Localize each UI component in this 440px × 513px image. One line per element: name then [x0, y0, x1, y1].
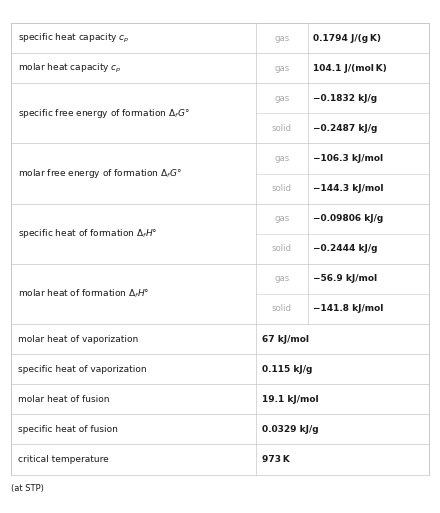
Text: specific heat of formation $\Delta_f H$°: specific heat of formation $\Delta_f H$°	[18, 227, 157, 240]
Text: critical temperature: critical temperature	[18, 455, 108, 464]
Text: −106.3 kJ/mol: −106.3 kJ/mol	[313, 154, 383, 163]
Text: gas: gas	[274, 94, 289, 103]
Text: solid: solid	[271, 124, 292, 133]
Text: solid: solid	[271, 184, 292, 193]
Text: molar heat of fusion: molar heat of fusion	[18, 395, 109, 404]
Text: 0.115 kJ/g: 0.115 kJ/g	[262, 365, 312, 373]
Text: specific heat of fusion: specific heat of fusion	[18, 425, 117, 434]
Text: 104.1 J/(mol K): 104.1 J/(mol K)	[313, 64, 387, 73]
Text: solid: solid	[271, 305, 292, 313]
Text: −0.2487 kJ/g: −0.2487 kJ/g	[313, 124, 378, 133]
Text: molar heat of vaporization: molar heat of vaporization	[18, 334, 138, 344]
Text: 19.1 kJ/mol: 19.1 kJ/mol	[262, 395, 319, 404]
Text: gas: gas	[274, 34, 289, 43]
Text: molar heat capacity $c_p$: molar heat capacity $c_p$	[18, 62, 121, 75]
Text: 0.1794 J/(g K): 0.1794 J/(g K)	[313, 34, 381, 43]
Text: 0.0329 kJ/g: 0.0329 kJ/g	[262, 425, 319, 434]
Text: gas: gas	[274, 274, 289, 283]
Text: solid: solid	[271, 244, 292, 253]
Text: molar heat of formation $\Delta_f H$°: molar heat of formation $\Delta_f H$°	[18, 288, 149, 300]
Text: 973 K: 973 K	[262, 455, 290, 464]
Text: −0.1832 kJ/g: −0.1832 kJ/g	[313, 94, 377, 103]
Text: −141.8 kJ/mol: −141.8 kJ/mol	[313, 305, 383, 313]
Text: −56.9 kJ/mol: −56.9 kJ/mol	[313, 274, 377, 283]
Text: gas: gas	[274, 64, 289, 73]
Text: gas: gas	[274, 214, 289, 223]
Text: specific free energy of formation $\Delta_f G$°: specific free energy of formation $\Delt…	[18, 107, 189, 120]
Text: −144.3 kJ/mol: −144.3 kJ/mol	[313, 184, 384, 193]
Text: gas: gas	[274, 154, 289, 163]
Text: specific heat of vaporization: specific heat of vaporization	[18, 365, 146, 373]
Text: 67 kJ/mol: 67 kJ/mol	[262, 334, 309, 344]
Text: −0.09806 kJ/g: −0.09806 kJ/g	[313, 214, 383, 223]
Text: specific heat capacity $c_p$: specific heat capacity $c_p$	[18, 32, 129, 45]
Text: (at STP): (at STP)	[11, 484, 44, 493]
Text: −0.2444 kJ/g: −0.2444 kJ/g	[313, 244, 378, 253]
Text: molar free energy of formation $\Delta_f G$°: molar free energy of formation $\Delta_f…	[18, 167, 181, 180]
